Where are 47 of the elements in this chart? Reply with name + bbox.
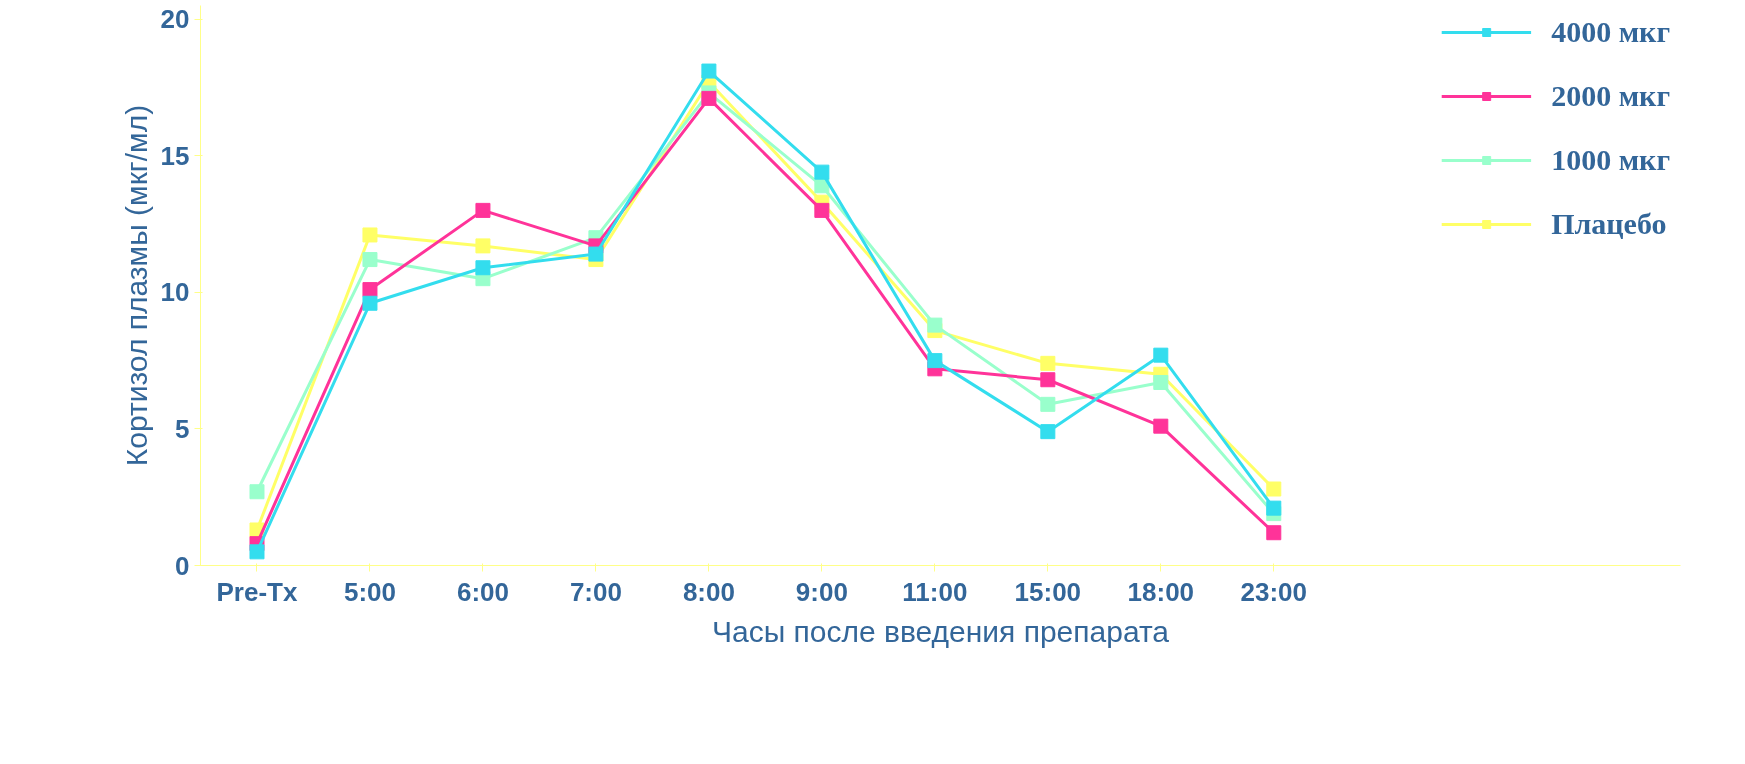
point [249, 544, 265, 560]
point [1040, 424, 1056, 440]
point [1040, 355, 1056, 371]
point [1266, 481, 1282, 497]
point [475, 202, 491, 218]
point [1153, 418, 1169, 434]
point [701, 63, 717, 79]
point [701, 90, 717, 106]
point [362, 252, 378, 268]
legend-label: Плацебо [1551, 207, 1667, 241]
legend-label: 1000 мкг [1551, 143, 1670, 177]
x-axis-title: Часы после введения препарата [711, 614, 1170, 648]
x-tick-label: 9:00 [795, 576, 848, 607]
y-tick-label: 0 [175, 550, 190, 581]
point [475, 238, 491, 254]
point [927, 353, 943, 369]
x-tick-label: Pre-Tx [216, 576, 298, 607]
point [1266, 500, 1282, 516]
y-tick-label: 20 [160, 4, 190, 35]
x-tick-label: 6:00 [456, 576, 509, 607]
x-tick-label: 23:00 [1240, 576, 1308, 607]
x-tick-label: 5:00 [343, 576, 396, 607]
y-tick-label: 15 [160, 140, 190, 171]
point [588, 246, 604, 262]
y-tick-label: 5 [175, 413, 190, 444]
x-tick-label: 7:00 [569, 576, 622, 607]
point [1040, 372, 1056, 388]
x-tick-label: 11:00 [902, 576, 968, 607]
point [1040, 396, 1056, 412]
point [1153, 374, 1169, 390]
x-tick-label: 15:00 [1014, 576, 1082, 607]
point [927, 317, 943, 333]
point [362, 282, 378, 298]
point [249, 484, 265, 500]
point [475, 260, 491, 276]
x-tick-label: 18:00 [1127, 576, 1195, 607]
point [1153, 347, 1169, 363]
y-axis-title: Кортизол плазмы (мкг/мл) [119, 104, 153, 467]
y-tick-label: 10 [160, 277, 190, 308]
point [362, 295, 378, 311]
x-tick-label: 8:00 [682, 576, 735, 607]
legend-label: 4000 мкг [1551, 15, 1670, 49]
point [814, 202, 830, 218]
point [814, 164, 830, 180]
point [1266, 525, 1282, 541]
point [362, 227, 378, 243]
legend-label: 2000 мкг [1551, 79, 1670, 113]
